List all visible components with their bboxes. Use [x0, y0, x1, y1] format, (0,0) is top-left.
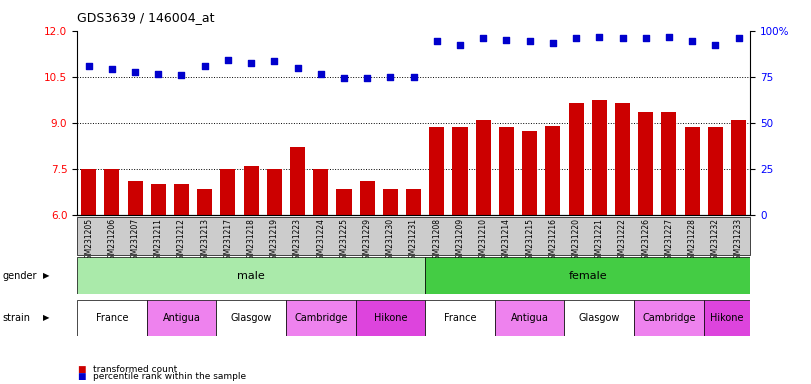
Text: France: France [96, 313, 128, 323]
Bar [662, 112, 676, 215]
Bar [545, 126, 560, 215]
Bar [359, 181, 375, 215]
Point [685, 38, 698, 45]
Bar [267, 169, 282, 215]
Text: Glasgow: Glasgow [230, 313, 272, 323]
Point [221, 57, 234, 63]
Bar [704, 300, 750, 336]
Point [709, 41, 722, 48]
Point [82, 63, 95, 69]
Bar [569, 103, 584, 215]
Bar [286, 300, 355, 336]
Point [639, 35, 652, 41]
Text: ▶: ▶ [43, 313, 49, 322]
Bar [592, 100, 607, 215]
Bar [708, 127, 723, 215]
Point [198, 63, 211, 69]
Text: Hikone: Hikone [710, 313, 744, 323]
Point [500, 37, 513, 43]
Text: transformed count: transformed count [93, 365, 178, 374]
Point [431, 38, 444, 45]
Point [337, 75, 350, 81]
Bar [221, 169, 235, 215]
Point [384, 74, 397, 80]
Point [361, 75, 374, 81]
Bar [147, 300, 217, 336]
Point [547, 40, 560, 46]
Bar [638, 112, 654, 215]
Bar [217, 300, 286, 336]
Point [453, 41, 466, 48]
Point [407, 74, 420, 80]
Bar [684, 127, 700, 215]
Text: ■: ■ [77, 365, 85, 374]
Bar [151, 184, 165, 215]
Bar [81, 169, 97, 215]
Bar [383, 189, 398, 215]
Bar [425, 257, 750, 294]
Bar [127, 181, 143, 215]
Text: France: France [444, 313, 476, 323]
Point [569, 35, 582, 41]
Text: male: male [238, 270, 265, 281]
Point [732, 35, 745, 41]
Bar [105, 169, 119, 215]
Text: percentile rank within the sample: percentile rank within the sample [93, 372, 247, 381]
Text: GDS3639 / 146004_at: GDS3639 / 146004_at [77, 12, 215, 25]
Bar [453, 127, 468, 215]
Point [245, 60, 258, 66]
Text: female: female [569, 270, 607, 281]
Bar [337, 189, 351, 215]
Bar [243, 166, 259, 215]
Bar [290, 147, 305, 215]
Point [523, 38, 536, 45]
Bar [499, 127, 514, 215]
Bar [77, 257, 425, 294]
Bar [476, 120, 491, 215]
Bar [174, 184, 189, 215]
Text: Antigua: Antigua [162, 313, 200, 323]
Bar [564, 300, 634, 336]
Bar [731, 120, 746, 215]
Bar [522, 131, 537, 215]
Point [152, 71, 165, 77]
Bar [429, 127, 444, 215]
Point [291, 65, 304, 71]
Point [593, 34, 606, 40]
Point [105, 66, 118, 72]
Point [663, 34, 676, 40]
Text: ■: ■ [77, 372, 85, 381]
Bar [634, 300, 704, 336]
Bar [197, 189, 212, 215]
Bar [495, 300, 564, 336]
Bar [77, 300, 147, 336]
Bar [313, 169, 328, 215]
Point [268, 58, 281, 65]
Text: Hikone: Hikone [374, 313, 407, 323]
Text: Glasgow: Glasgow [578, 313, 620, 323]
Bar [425, 300, 495, 336]
Point [129, 69, 142, 75]
Point [315, 71, 328, 77]
Text: gender: gender [2, 270, 37, 281]
Point [175, 72, 188, 78]
Bar [615, 103, 630, 215]
Text: Cambridge: Cambridge [294, 313, 348, 323]
Point [477, 35, 490, 41]
Text: ▶: ▶ [43, 271, 49, 280]
Bar [355, 300, 425, 336]
Text: strain: strain [2, 313, 31, 323]
Text: Antigua: Antigua [511, 313, 548, 323]
Point [616, 35, 629, 41]
Text: Cambridge: Cambridge [642, 313, 696, 323]
Bar [406, 189, 421, 215]
